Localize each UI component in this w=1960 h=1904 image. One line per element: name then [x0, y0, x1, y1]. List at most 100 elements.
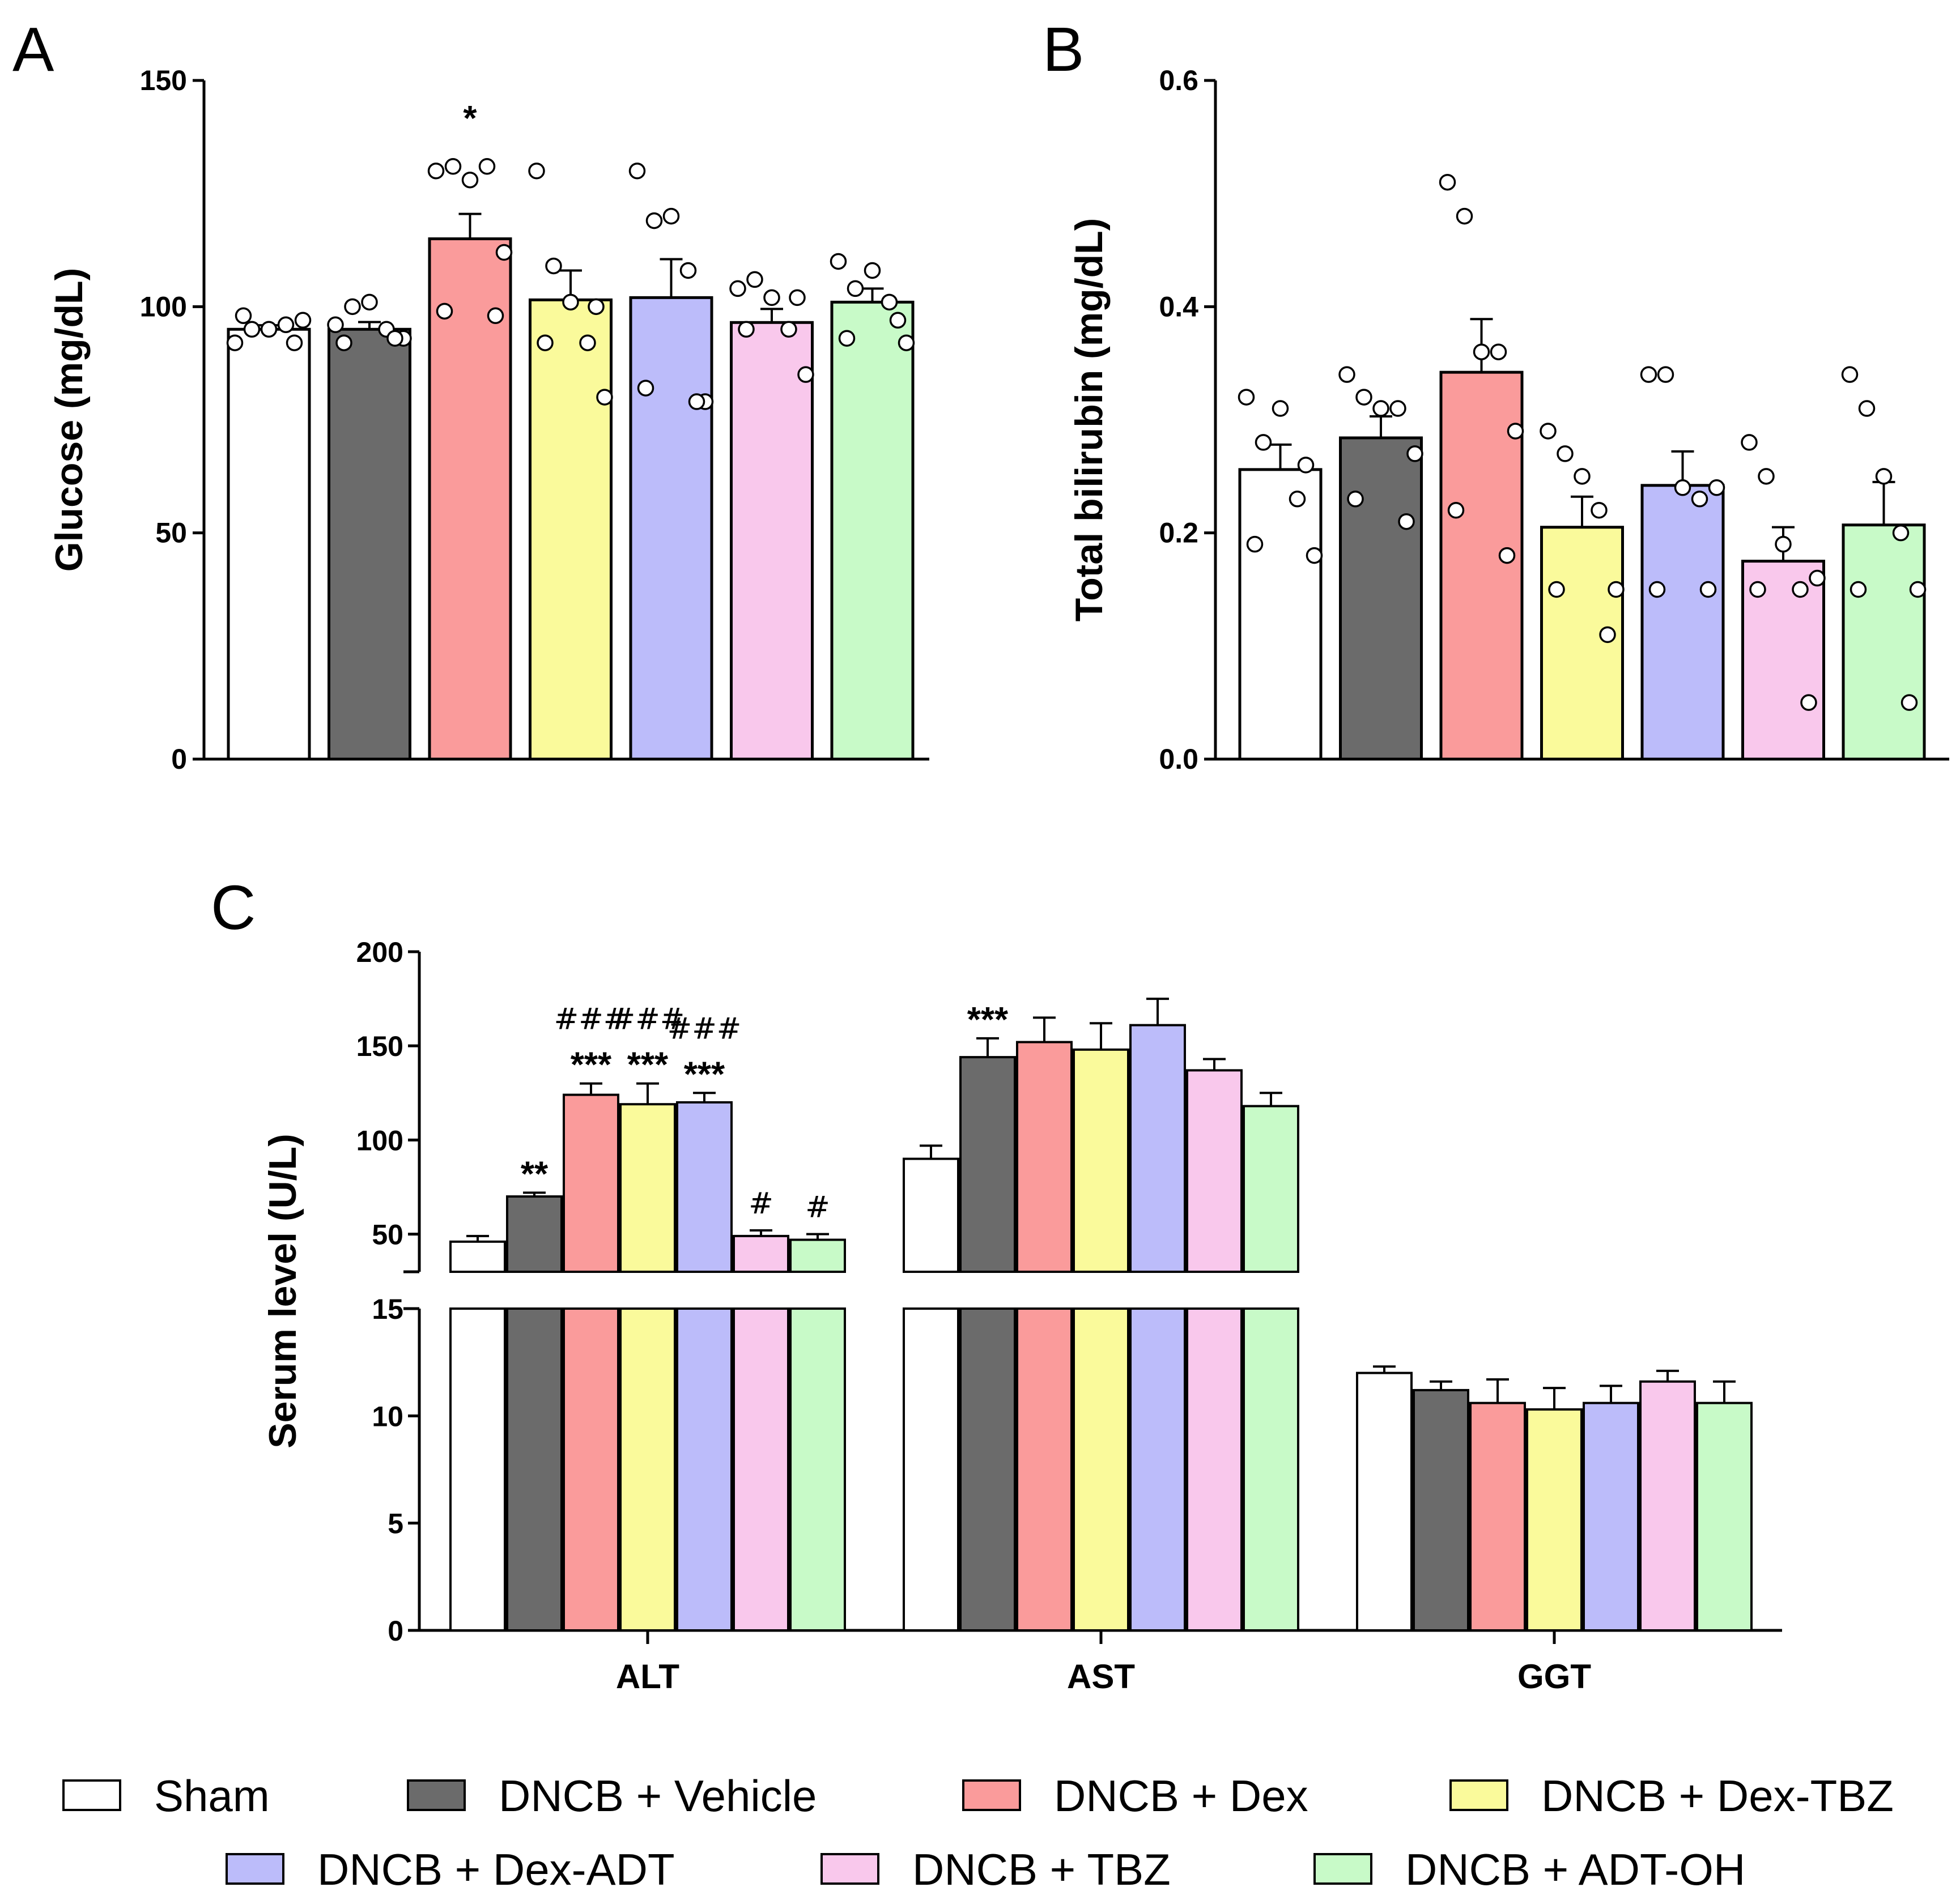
data-point — [1901, 694, 1918, 711]
data-point — [679, 262, 697, 279]
data-point — [838, 330, 856, 347]
data-point — [1599, 626, 1616, 644]
bar-upper — [733, 1234, 789, 1273]
data-point — [1398, 513, 1415, 530]
data-point — [1699, 581, 1717, 598]
data-point — [1574, 468, 1591, 485]
bar — [1356, 1371, 1413, 1632]
legend-swatch — [1313, 1853, 1372, 1885]
legend-swatch — [407, 1779, 466, 1811]
data-point — [1858, 400, 1876, 417]
data-point — [881, 293, 898, 311]
y-tick-label: 50 — [372, 1219, 403, 1251]
legend-label: DNCB + Vehicle — [499, 1771, 817, 1821]
bar-upper — [903, 1157, 959, 1273]
data-point — [461, 171, 479, 189]
panel-label-a: A — [12, 15, 54, 84]
break-gap — [619, 1273, 677, 1307]
legend-label: DNCB + Dex-ADT — [317, 1845, 675, 1894]
bar — [1696, 1402, 1753, 1632]
break-gap — [562, 1273, 620, 1307]
data-point — [1297, 457, 1315, 474]
bar-upper — [959, 1056, 1016, 1273]
bar — [227, 327, 311, 761]
data-point — [344, 298, 361, 316]
data-point — [637, 380, 654, 397]
data-point — [286, 334, 303, 351]
data-point — [545, 257, 562, 275]
data-point — [1372, 400, 1389, 417]
data-point — [1809, 569, 1826, 587]
bar-lower — [1129, 1307, 1186, 1632]
data-point — [662, 207, 680, 225]
bar-lower — [676, 1307, 733, 1632]
bar — [1639, 1380, 1696, 1632]
significance-hashes: # — [805, 1191, 830, 1225]
data-point — [1439, 173, 1456, 191]
y-tick-label: 150 — [356, 1030, 403, 1062]
significance-stars: *** — [571, 1046, 612, 1085]
data-point — [235, 307, 252, 325]
data-point — [1741, 434, 1758, 451]
y-tick-label: 150 — [140, 65, 187, 96]
bar — [1238, 468, 1323, 761]
data-point — [588, 298, 605, 316]
data-point — [436, 303, 453, 320]
y-tick-label: 0.2 — [1159, 517, 1198, 549]
legend-swatch — [820, 1853, 879, 1885]
data-point — [1473, 343, 1490, 360]
data-point — [1775, 535, 1792, 553]
bar — [1640, 484, 1725, 761]
data-point — [645, 212, 663, 229]
break-gap — [1015, 1273, 1073, 1307]
data-point — [1456, 207, 1473, 225]
bar-lower — [619, 1307, 676, 1632]
x-tick-label: AST — [1067, 1658, 1135, 1696]
data-point — [847, 280, 864, 297]
data-point — [1548, 581, 1565, 598]
y-tick-label: 100 — [140, 291, 187, 322]
data-point — [1892, 524, 1910, 542]
data-point — [1238, 389, 1255, 406]
significance-mark: * — [463, 99, 477, 138]
data-point — [1674, 479, 1691, 496]
data-point — [1306, 547, 1323, 564]
bar-lower — [1243, 1307, 1299, 1632]
data-point — [1355, 389, 1372, 406]
y-tick-label: 0.4 — [1159, 291, 1198, 322]
data-point — [1657, 366, 1674, 383]
data-point — [1841, 366, 1859, 383]
chart-a: 0 50 100 150 Glucose (mg/dL) * — [48, 65, 929, 775]
y-axis-label: Glucose (mg/dL) — [48, 268, 91, 572]
significance-stars: *** — [684, 1055, 725, 1094]
data-point — [864, 262, 881, 279]
data-point — [729, 280, 746, 297]
data-point — [1648, 581, 1666, 598]
y-axis-label: Total bilirubin (mg/dL) — [1068, 218, 1111, 622]
bar — [1540, 526, 1624, 761]
bar — [1842, 523, 1926, 761]
data-point — [688, 393, 705, 410]
bar — [1469, 1402, 1526, 1632]
y-tick-label: 10 — [372, 1400, 403, 1432]
legend-label: DNCB + TBZ — [912, 1845, 1171, 1894]
bar — [1583, 1402, 1639, 1632]
break-gap — [505, 1273, 563, 1307]
bar-upper — [789, 1238, 846, 1273]
data-point — [1272, 400, 1289, 417]
bar — [1526, 1408, 1583, 1632]
bar-upper — [1186, 1069, 1243, 1273]
data-point — [1800, 694, 1817, 711]
bar — [428, 237, 512, 761]
bar-upper — [1129, 1024, 1186, 1273]
data-point — [1289, 491, 1306, 508]
data-point — [1389, 400, 1406, 417]
data-point — [830, 253, 847, 270]
data-point — [1875, 468, 1893, 485]
legend-swatch — [962, 1779, 1021, 1811]
data-point — [797, 366, 814, 383]
significance-hashes: ### — [611, 1003, 685, 1037]
bar-lower — [1186, 1307, 1243, 1632]
data-point — [579, 334, 596, 351]
bar-lower — [563, 1307, 619, 1632]
